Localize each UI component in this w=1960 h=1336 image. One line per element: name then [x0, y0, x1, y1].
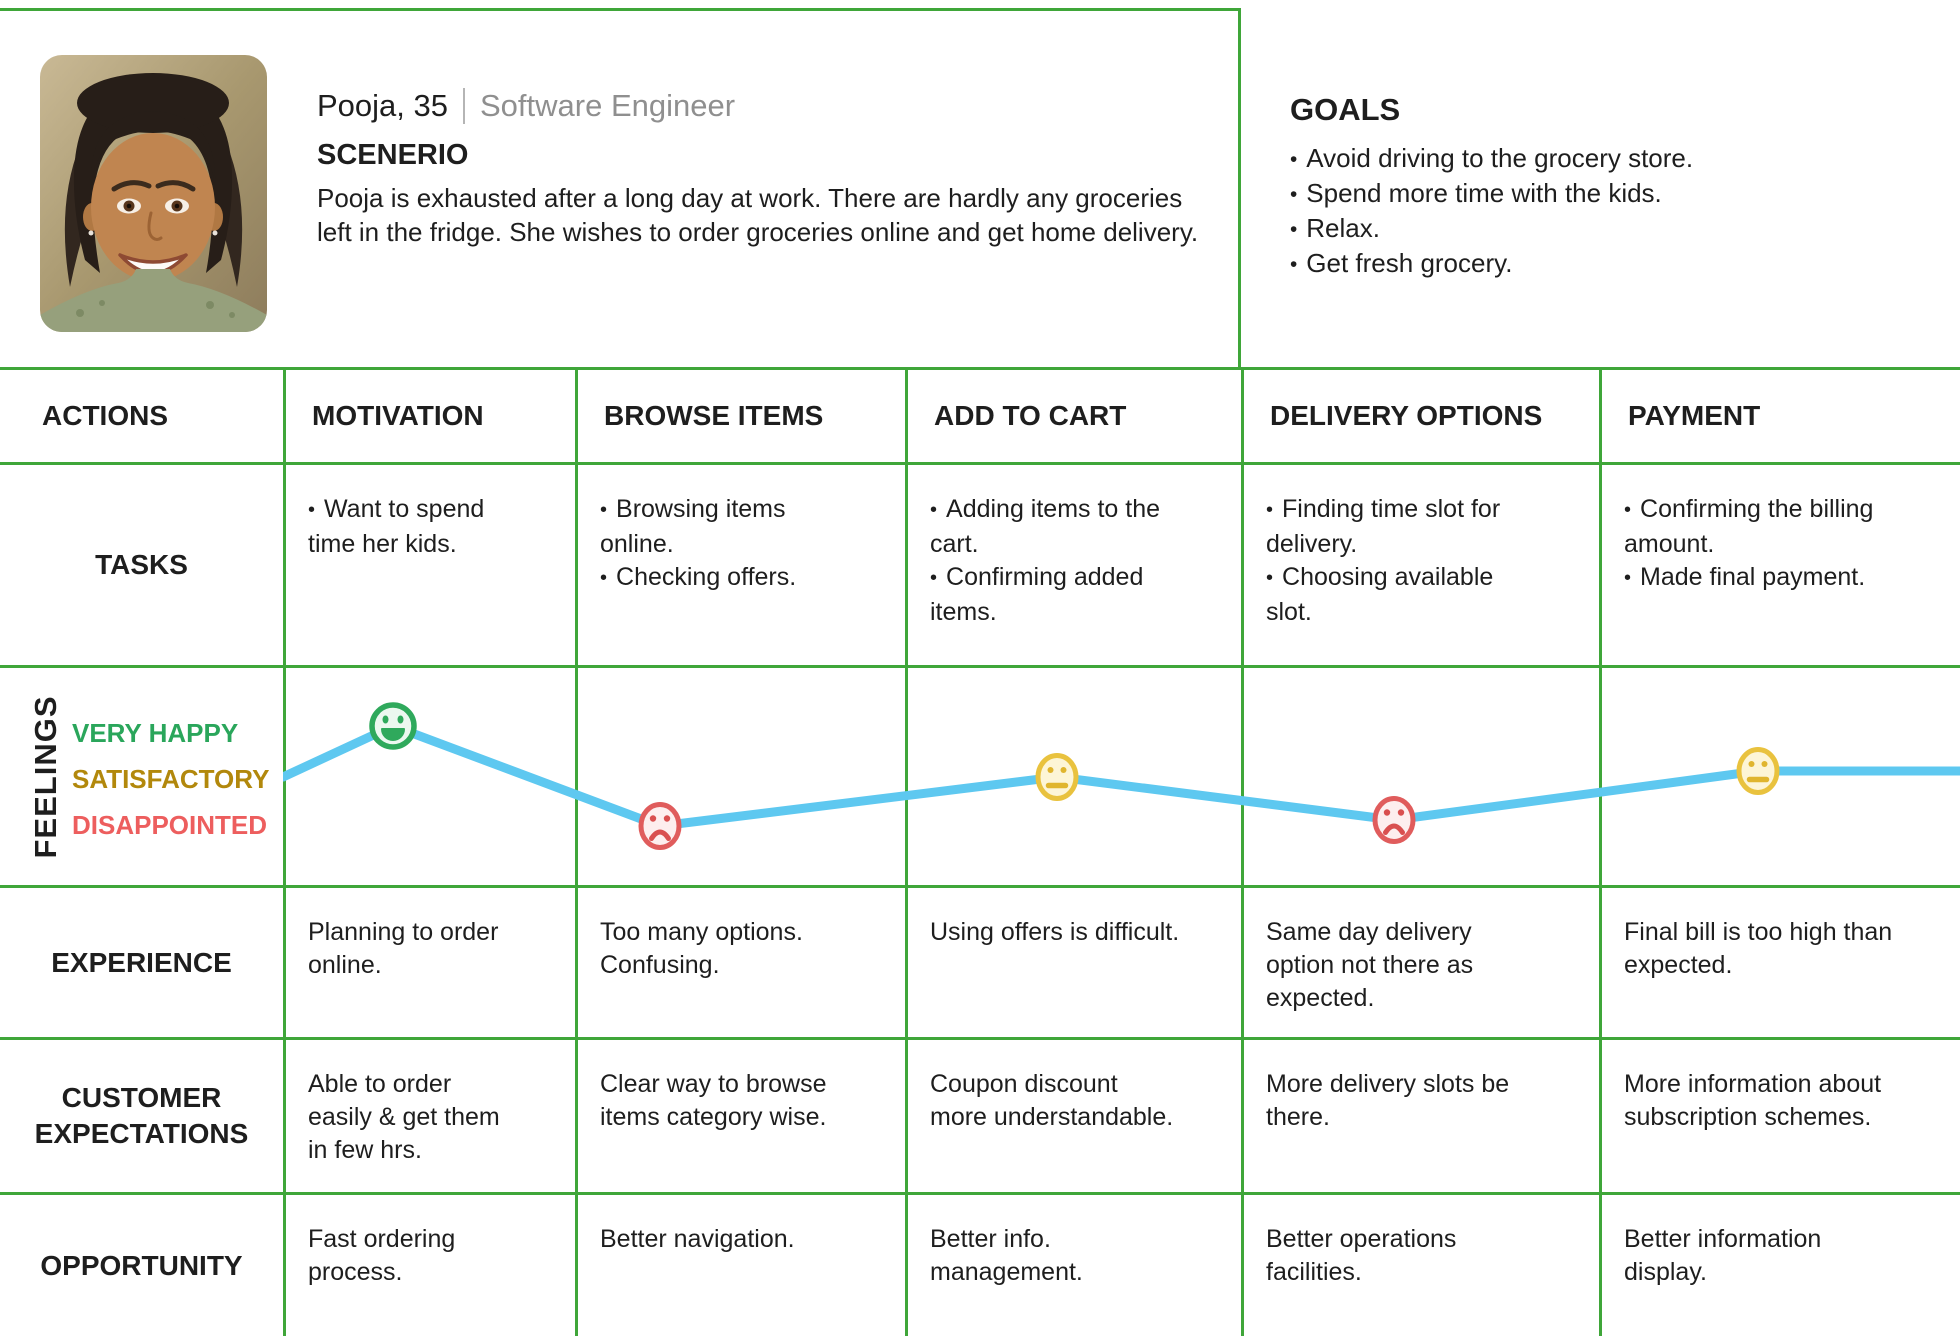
cell-experience-add-to-cart: Using offers is difficult. — [905, 885, 1241, 1037]
cell-expectations-add-to-cart: Coupon discount more understandable. — [905, 1037, 1241, 1192]
cell-opportunity-motivation: Fast ordering process. — [283, 1192, 575, 1336]
cell-opportunity-delivery-options: Better operations facilities. — [1241, 1192, 1599, 1336]
cell-tasks-delivery-options: Finding time slot for delivery. Choosing… — [1241, 462, 1599, 665]
cell-opportunity-payment: Better information display. — [1599, 1192, 1960, 1336]
task-item: Adding items to the cart. — [930, 493, 1181, 561]
goals-section: GOALS Avoid driving to the grocery store… — [1290, 92, 1940, 282]
row-label-tasks: TASKS — [0, 462, 283, 665]
cell-experience-motivation: Planning to order online. — [283, 885, 575, 1037]
cell-experience-browse-items: Too many options. Confusing. — [575, 885, 905, 1037]
column-header-delivery-options: DELIVERY OPTIONS — [1241, 367, 1599, 462]
persona-intro: Pooja, 35 Software Engineer SCENERIO Poo… — [317, 88, 1222, 249]
task-item: Finding time slot for delivery. — [1266, 493, 1539, 561]
cell-expectations-motivation: Able to order easily & get them in few h… — [283, 1037, 575, 1192]
top-horizontal-rule — [0, 8, 1241, 11]
cell-feelings-payment — [1599, 665, 1960, 885]
name-role-separator — [463, 88, 465, 124]
cell-feelings-motivation — [283, 665, 575, 885]
feeling-level-disappointed: DISAPPOINTED — [72, 810, 268, 840]
row-label-feelings-cell: FEELINGS VERY HAPPY SATISFACTORY DISAPPO… — [0, 665, 283, 885]
row-label-experience: EXPERIENCE — [0, 885, 283, 1037]
column-header-add-to-cart: ADD TO CART — [905, 367, 1241, 462]
goal-item: Avoid driving to the grocery store. — [1290, 142, 1940, 177]
cell-opportunity-add-to-cart: Better info. management. — [905, 1192, 1241, 1336]
goals-heading: GOALS — [1290, 92, 1401, 127]
cell-tasks-add-to-cart: Adding items to the cart. Confirming add… — [905, 462, 1241, 665]
task-item: Choosing available slot. — [1266, 561, 1539, 629]
task-item: Confirming the billing amount. — [1624, 493, 1900, 561]
cell-tasks-browse-items: Browsing items online. Checking offers. — [575, 462, 905, 665]
cell-opportunity-browse-items: Better navigation. — [575, 1192, 905, 1336]
row-label-customer-expectations: CUSTOMER EXPECTATIONS — [0, 1037, 283, 1192]
cell-tasks-payment: Confirming the billing amount. Made fina… — [1599, 462, 1960, 665]
persona-photo — [40, 55, 267, 332]
cell-feelings-add-to-cart — [905, 665, 1241, 885]
cell-expectations-delivery-options: More delivery slots be there. — [1241, 1037, 1599, 1192]
goal-item: Relax. — [1290, 212, 1940, 247]
task-item: Want to spend time her kids. — [308, 493, 515, 561]
persona-name: Pooja, 35 — [317, 88, 448, 123]
journey-table: ACTIONS MOTIVATION BROWSE ITEMS ADD TO C… — [0, 367, 1960, 1336]
column-header-browse-items: BROWSE ITEMS — [575, 367, 905, 462]
task-item: Browsing items online. — [600, 493, 845, 561]
task-item: Made final payment. — [1624, 561, 1900, 596]
cell-feelings-delivery-options — [1241, 665, 1599, 885]
goal-item: Spend more time with the kids. — [1290, 177, 1940, 212]
column-header-motivation: MOTIVATION — [283, 367, 575, 462]
task-item: Checking offers. — [600, 561, 845, 596]
task-item: Confirming added items. — [930, 561, 1181, 629]
row-label-feelings: FEELINGS — [28, 694, 63, 859]
cell-expectations-payment: More information about subscription sche… — [1599, 1037, 1960, 1192]
persona-role: Software Engineer — [480, 88, 736, 123]
persona-name-row: Pooja, 35 Software Engineer — [317, 88, 1222, 124]
cell-feelings-browse-items — [575, 665, 905, 885]
goals-vertical-rule — [1238, 8, 1241, 367]
cell-experience-delivery-options: Same day delivery option not there as ex… — [1241, 885, 1599, 1037]
cell-experience-payment: Final bill is too high than expected. — [1599, 885, 1960, 1037]
scenario-heading: SCENERIO — [317, 139, 469, 171]
cell-expectations-browse-items: Clear way to browse items category wise. — [575, 1037, 905, 1192]
column-header-actions: ACTIONS — [0, 367, 283, 462]
feeling-levels: VERY HAPPY SATISFACTORY DISAPPOINTED — [72, 710, 269, 848]
persona-portrait-illustration — [40, 55, 267, 332]
scenario-text: Pooja is exhausted after a long day at w… — [317, 183, 1199, 247]
feeling-level-very-happy: VERY HAPPY — [72, 718, 239, 748]
row-label-opportunity: OPPORTUNITY — [0, 1192, 283, 1336]
cell-tasks-motivation: Want to spend time her kids. — [283, 462, 575, 665]
column-header-payment: PAYMENT — [1599, 367, 1960, 462]
feeling-level-satisfactory: SATISFACTORY — [72, 764, 270, 794]
goal-item: Get fresh grocery. — [1290, 247, 1940, 282]
